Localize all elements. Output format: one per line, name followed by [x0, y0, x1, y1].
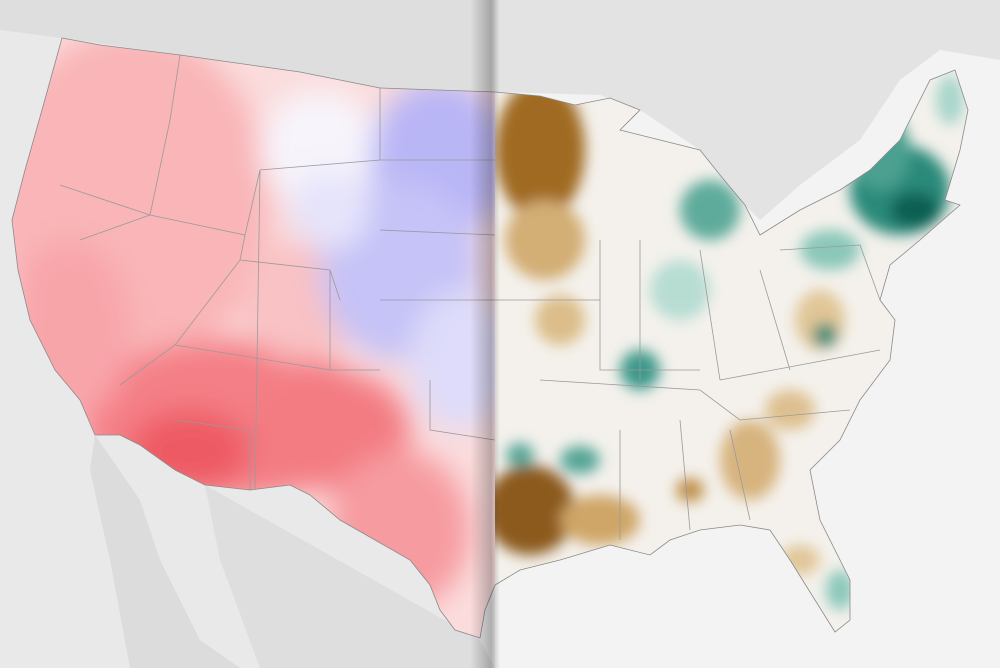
state-borders: [59, 54, 881, 540]
canada-land: [0, 0, 495, 92]
country-outline: [11, 37, 969, 639]
split-divider: [470, 0, 500, 668]
mexico-land: [90, 435, 240, 668]
mexico-land: [205, 485, 495, 668]
precipitation-field: [495, 75, 964, 610]
canada-land: [495, 0, 1000, 220]
